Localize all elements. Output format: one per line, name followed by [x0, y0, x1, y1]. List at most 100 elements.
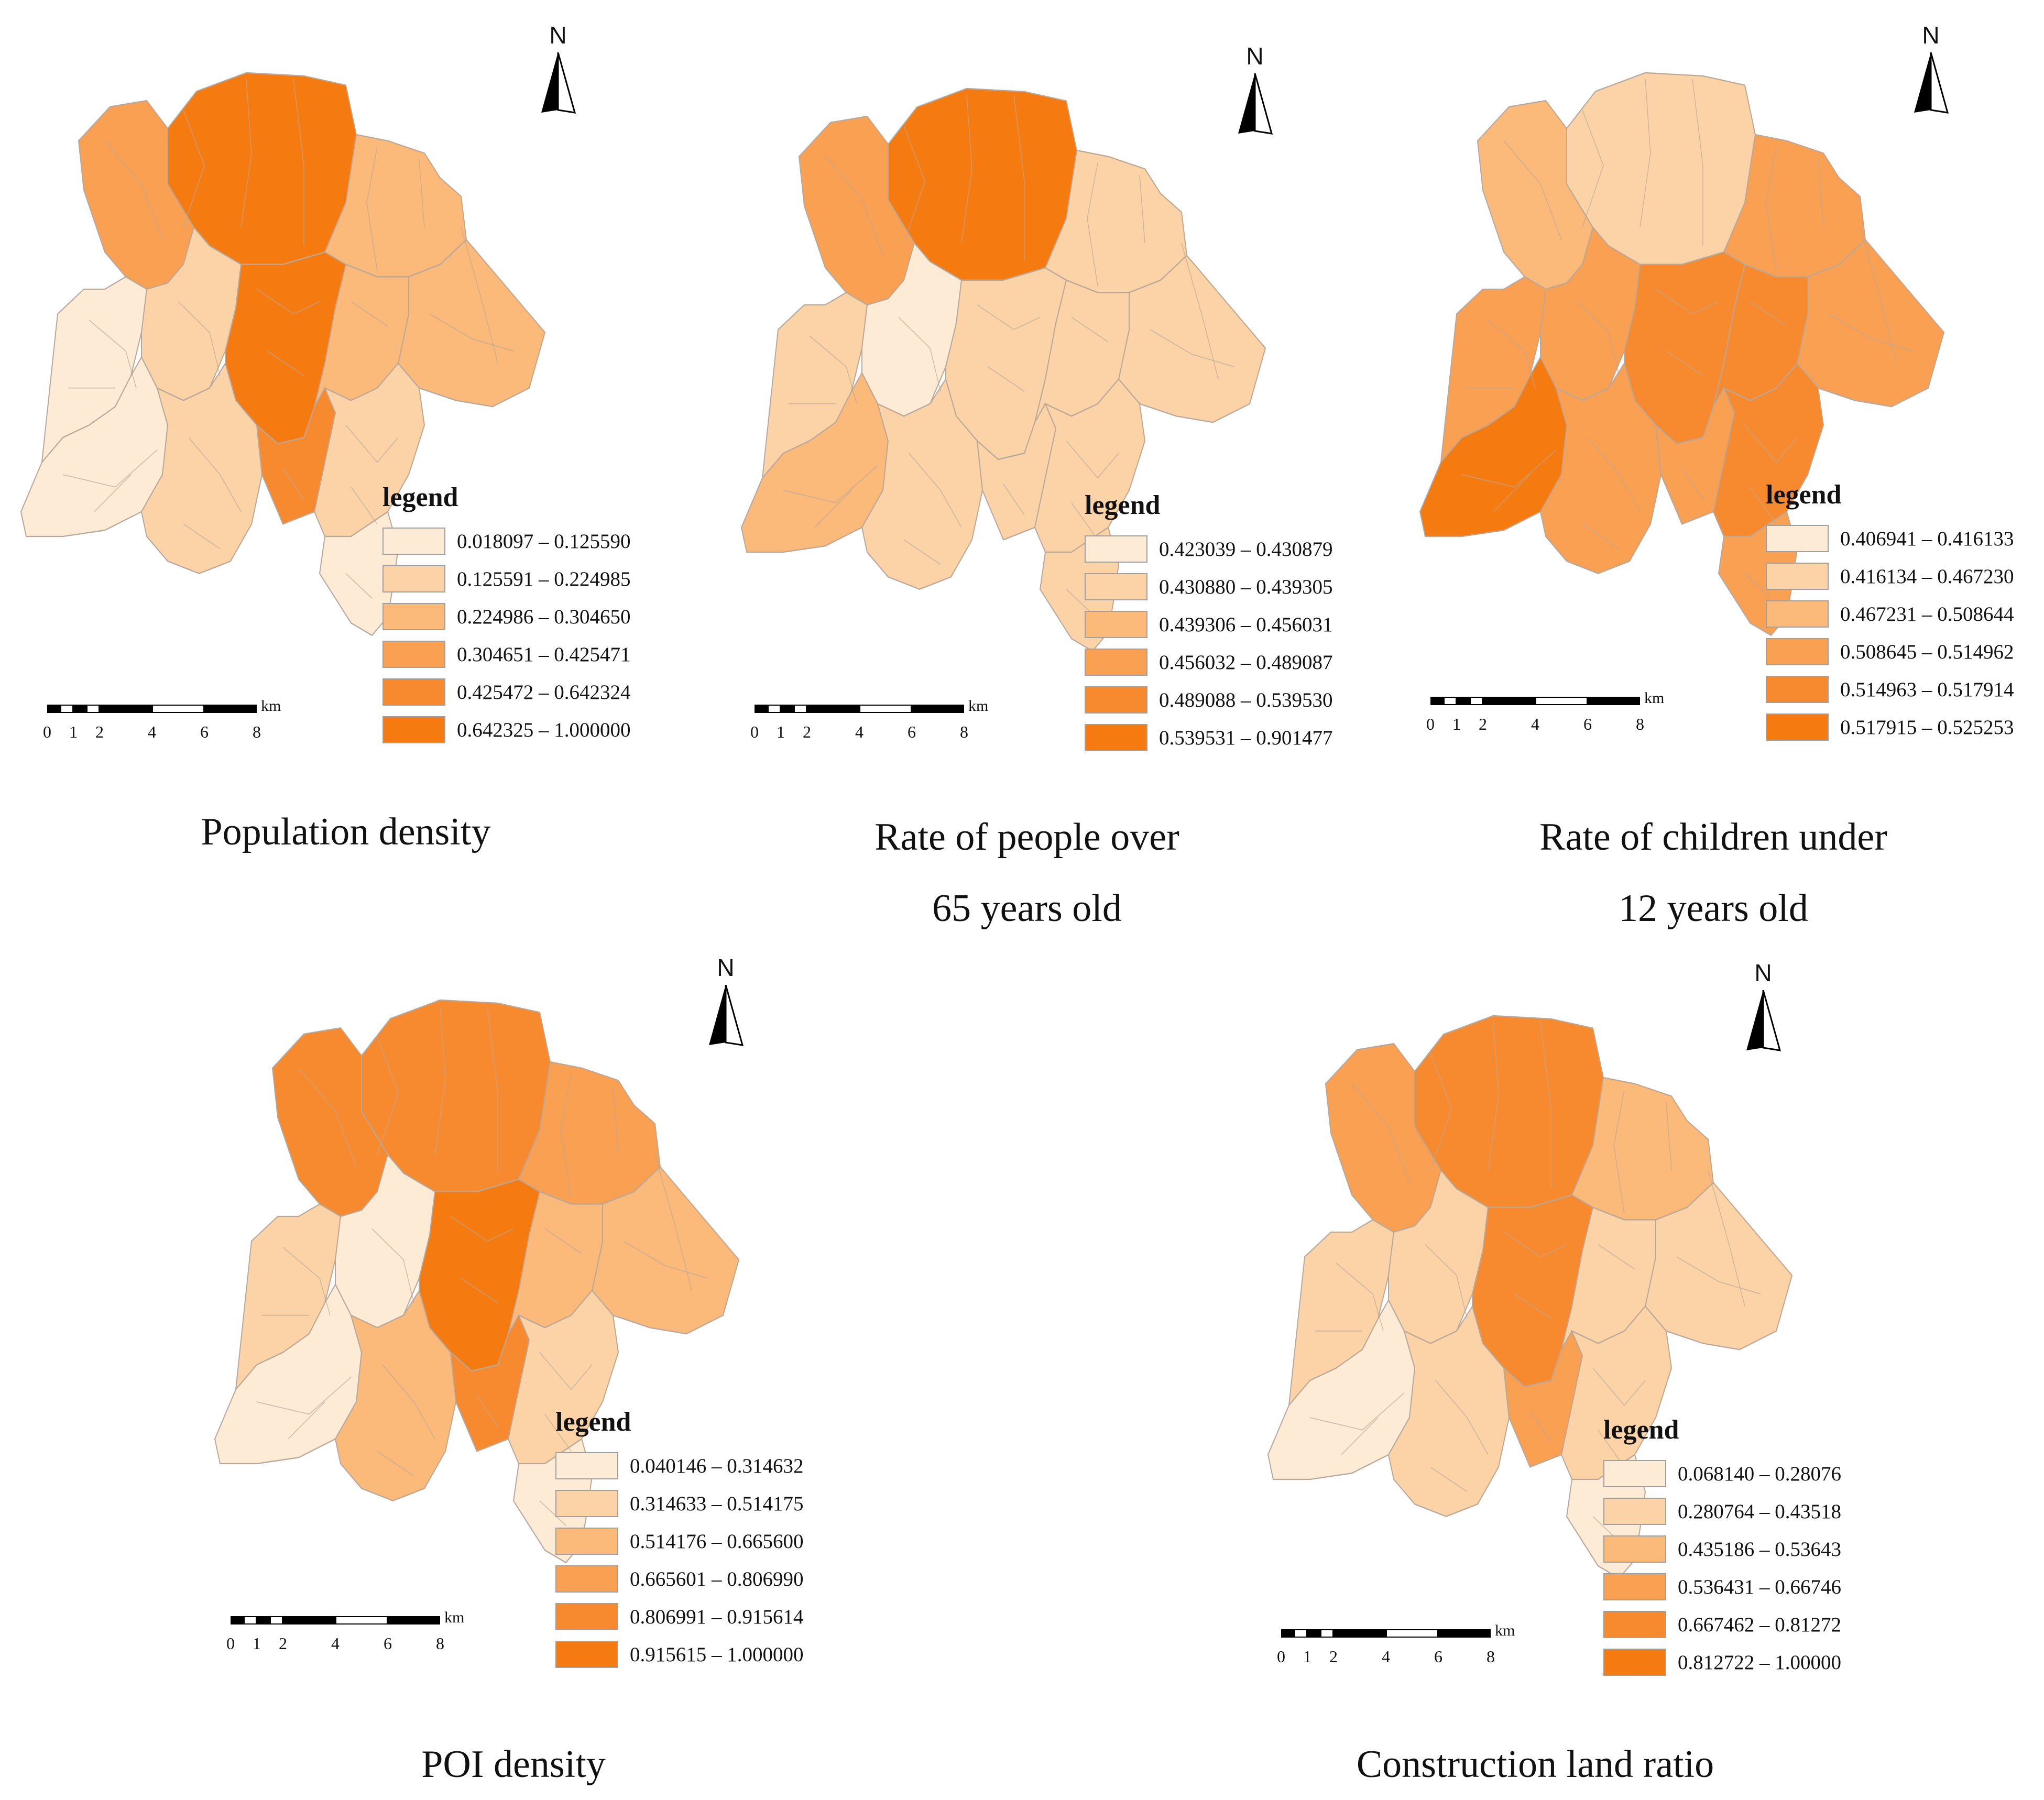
scale-tick-label: 4: [148, 722, 156, 741]
parcel-boundary: [1430, 1052, 1452, 1171]
legend-entry: 0.423039 – 0.430879: [1085, 530, 1333, 568]
legend-entry: 0.314633 – 0.514175: [555, 1485, 804, 1522]
legend-entry: 0.416134 – 0.467230: [1766, 557, 2014, 595]
legend-range-label: 0.536431 – 0.66746: [1678, 1575, 1841, 1598]
north-label: N: [1246, 42, 1264, 70]
caption-line: Rate of children under: [1539, 816, 1887, 859]
scale-bar-segment: [912, 705, 964, 713]
north-arrow-icon: N: [1226, 42, 1284, 136]
parcel-boundary: [366, 147, 378, 271]
legend-swatch: [1766, 638, 1829, 665]
legend-entry: 0.667462 – 0.81272: [1603, 1606, 1841, 1643]
parcel-boundary: [539, 1500, 566, 1526]
legend-swatch: [1603, 1573, 1666, 1600]
parcel-boundary: [282, 1247, 331, 1316]
parcel-boundary: [825, 156, 883, 256]
legend-range-label: 0.667462 – 0.81272: [1678, 1613, 1841, 1636]
parcel-boundary: [544, 1414, 572, 1452]
scale-tick-label: 0: [750, 722, 759, 741]
scale-tick-label: 6: [200, 722, 209, 741]
parcel-boundary: [1493, 474, 1531, 512]
scale-bar: 0 1 2 4 6 8 km: [1426, 689, 1664, 739]
parcel-boundary: [1150, 329, 1234, 367]
scale-bar-segment: [257, 1616, 270, 1625]
parcel-boundary: [461, 227, 498, 364]
legend-entry: 0.642325 – 1.000000: [382, 711, 631, 749]
parcel-boundary: [461, 1278, 498, 1303]
legend-entry: 0.040146 – 0.314632: [555, 1447, 804, 1485]
legend-range-label: 0.425472 – 0.642324: [457, 681, 631, 704]
scale-bar-segment: [1320, 1629, 1333, 1638]
parcel-boundary: [1066, 589, 1093, 614]
parcel-boundary: [429, 313, 514, 352]
parcel-boundary: [282, 468, 304, 500]
north-label: N: [1922, 21, 1940, 49]
legend-swatch: [382, 641, 445, 668]
scale-unit-label: km: [968, 697, 989, 715]
scale-bar: 0 1 2 4 6 8 km: [226, 1609, 464, 1658]
parcel-boundary: [377, 1037, 399, 1155]
parcel-boundary: [539, 1352, 593, 1390]
scale-bar-segment: [100, 705, 152, 713]
region-southeast: [1034, 378, 1146, 553]
map-caption: Rate of people over 65 years old: [713, 802, 1341, 944]
legend-range-label: 0.642325 – 1.000000: [457, 718, 631, 741]
parcel-boundary: [1587, 437, 1641, 512]
parcel-boundary: [1071, 316, 1109, 343]
parcel-boundary: [1639, 79, 1651, 228]
parcel-boundary: [188, 437, 242, 512]
parcel-boundary: [623, 1241, 708, 1279]
legend-entry: 0.435186 – 0.53643: [1603, 1530, 1841, 1568]
scale-tick-label: 4: [331, 1634, 340, 1653]
scale-bar: 0 1 2 4 6 8 km: [750, 697, 988, 747]
parcel-boundary: [382, 1364, 435, 1440]
legend-range-label: 0.280764 – 0.43518: [1678, 1500, 1841, 1523]
legend-swatch: [555, 1490, 618, 1517]
scale-tick-label: 1: [1303, 1647, 1311, 1666]
parcel-boundary: [256, 289, 320, 315]
legend-entry: 0.406941 – 0.416133: [1766, 520, 2014, 557]
scale-bar-segment: [1457, 697, 1470, 705]
legend-entry: 0.915615 – 1.000000: [555, 1636, 804, 1673]
parcel-boundary: [1514, 1293, 1551, 1319]
legend-range-label: 0.224986 – 0.304650: [457, 605, 631, 628]
scale-bar-segment: [335, 1616, 388, 1625]
scale-bar-segment: [60, 705, 73, 713]
parcel-boundary: [898, 316, 941, 392]
parcel-boundary: [1598, 1244, 1635, 1270]
parcel-boundary: [183, 109, 205, 228]
region-southeast: [1712, 362, 1824, 537]
choropleth-map: [20, 72, 546, 636]
parcel-boundary: [903, 539, 941, 565]
parcel-boundary: [1087, 162, 1098, 287]
north-arrow-icon: N: [1902, 21, 1960, 115]
scale-bar-segment: [768, 705, 781, 713]
legend-range-label: 0.439306 – 0.456031: [1159, 613, 1333, 636]
scale-tick-label: 2: [803, 722, 811, 741]
parcel-boundary: [1692, 79, 1703, 246]
scale-bar: 0 1 2 4 6 8 km: [1277, 1622, 1515, 1671]
scale-tick-label: 0: [226, 1634, 235, 1653]
parcel-boundary: [1666, 350, 1703, 376]
scale-bar-segment: [794, 705, 807, 713]
legend-title: legend: [1603, 1415, 1679, 1445]
legend-title: legend: [1766, 480, 1842, 510]
legend-entry: 0.304651 – 0.425471: [382, 635, 631, 673]
parcel-boundary: [1818, 159, 1824, 228]
parcel-boundary: [903, 125, 925, 244]
region-south: [1387, 1305, 1510, 1518]
legend-swatch: [382, 565, 445, 592]
legend-range-label: 0.304651 – 0.425471: [457, 643, 631, 666]
scale-tick-label: 1: [69, 722, 78, 741]
parcel-boundary: [345, 424, 399, 463]
scale-tick-label: 4: [855, 722, 863, 741]
choropleth-map: [1419, 72, 1945, 636]
parcel-boundary: [1750, 301, 1787, 327]
parcel-boundary: [104, 140, 163, 240]
legend-swatch: [1766, 563, 1829, 590]
scale-tick-label: 1: [253, 1634, 261, 1653]
legend-swatch: [1603, 1498, 1666, 1525]
map-caption: Rate of children under 12 years old: [1383, 802, 2043, 944]
legend-swatch: [555, 1565, 618, 1593]
scale-bar-segment: [1438, 1629, 1491, 1638]
